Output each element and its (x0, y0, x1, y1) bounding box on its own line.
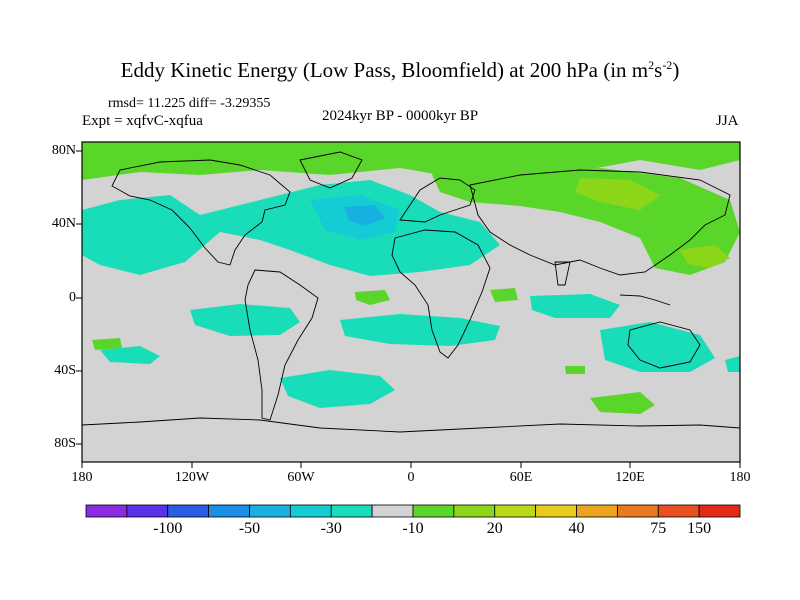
field-region-atlantic-cyan (82, 180, 500, 276)
colorbar (85, 504, 741, 518)
colorbar-box-5 (289, 504, 332, 518)
colorbar-box-1 (126, 504, 169, 518)
coast-indonesia (619, 294, 671, 306)
lat-label-80n: 80N (51, 143, 76, 158)
colorbar-label-7: 150 (687, 520, 712, 537)
coast-africa (391, 229, 491, 359)
lat-label-0: 0 (69, 290, 76, 305)
colorbar-box-0 (85, 504, 128, 518)
colorbar-label-5: 40 (568, 520, 585, 537)
field-layer (82, 142, 740, 462)
lon-label-120w: 120W (174, 470, 210, 485)
field-region-sam-cyan (100, 346, 160, 364)
axis-ticks (76, 150, 741, 468)
coast-india (554, 261, 571, 286)
lon-label-0: 0 (407, 470, 415, 485)
colorbar-box-9 (453, 504, 496, 518)
colorbar-label-2: -30 (320, 520, 342, 537)
colorbar-box-11 (535, 504, 577, 518)
lon-label-180e: 180 (729, 470, 751, 485)
lat-label-40s: 40S (54, 363, 76, 378)
lat-label-40n: 40N (51, 216, 76, 231)
colorbar-box-3 (208, 504, 250, 518)
lon-label-60w: 60W (287, 470, 315, 485)
coast-south-america (244, 269, 319, 421)
field-region-indian-green (490, 288, 518, 302)
colorbar-box-14 (657, 504, 700, 518)
field-region-southpac-green (92, 338, 122, 350)
lon-label-60e: 60E (509, 470, 533, 485)
field-region-pacific-yellow (680, 245, 730, 268)
field-region-indian-cyan (530, 294, 620, 318)
field-region-antarctic-green (565, 366, 585, 374)
field-region-southpac-cyan (190, 304, 300, 336)
colorbar-label-6: 75 (650, 520, 667, 537)
coast-australia (627, 321, 701, 369)
coast-antarctica (82, 417, 740, 433)
field-region-southern-cyan (280, 370, 395, 408)
coast-north-america (111, 159, 291, 266)
coast-greenland (299, 151, 363, 189)
experiment-label: Expt = xqfvC-xqfua (82, 113, 203, 129)
colorbar-box-4 (249, 504, 291, 518)
colorbar-box-10 (494, 504, 537, 518)
field-region-eurasia-green (430, 168, 740, 275)
figure-title: Eddy Kinetic Energy (Low Pass, Bloomfiel… (120, 58, 680, 82)
colorbar-label-3: -10 (402, 520, 424, 537)
colorbar-box-7 (371, 504, 414, 518)
rmsd-diff-text: rmsd= 11.225 diff= -3.29355 (108, 96, 271, 111)
lat-label-80s: 80S (54, 436, 76, 451)
period-label: 2024kyr BP - 0000kyr BP (321, 108, 479, 124)
lon-label-180w: 180 (71, 470, 93, 485)
colorbar-box-15 (698, 504, 741, 518)
field-region-pacific-cyan (88, 206, 170, 248)
field-region-australia-cyan (600, 322, 715, 372)
coast-europe (399, 177, 476, 223)
field-region-south-green (590, 392, 655, 414)
lon-label-120e: 120E (615, 470, 645, 485)
colorbar-box-6 (330, 504, 373, 518)
field-region-eurasia-yellow (575, 178, 660, 210)
field-region-africa-green (355, 290, 390, 305)
colorbar-box-2 (167, 504, 210, 518)
colorbar-box-12 (576, 504, 618, 518)
field-region-eastpac-cyan (725, 356, 740, 372)
field-region-atlantic-cyan-core (345, 205, 385, 226)
colorbar-label-1: -50 (238, 520, 261, 537)
season-label: JJA (716, 113, 739, 129)
coast-asia (469, 169, 731, 276)
colorbar-box-13 (616, 504, 659, 518)
coastlines (82, 151, 740, 433)
field-region-southatl-cyan (340, 314, 500, 346)
colorbar-label-0: -100 (153, 520, 183, 537)
colorbar-label-4: 20 (486, 520, 503, 537)
colorbar-box-8 (412, 504, 455, 518)
